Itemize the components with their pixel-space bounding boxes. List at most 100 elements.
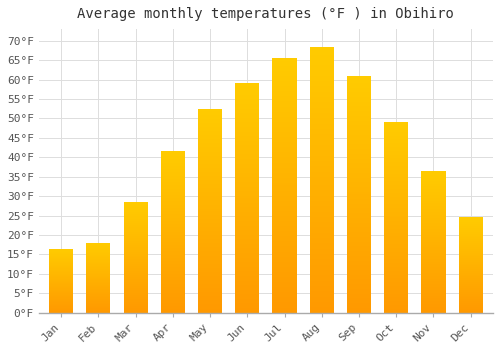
Bar <box>272 58 296 61</box>
Bar <box>86 260 110 261</box>
Bar <box>272 173 296 175</box>
Bar <box>310 302 334 304</box>
Bar <box>422 246 446 247</box>
Bar <box>160 192 185 193</box>
Bar <box>422 192 446 194</box>
Bar <box>124 281 148 282</box>
Bar <box>422 311 446 313</box>
Bar <box>310 188 334 190</box>
Bar <box>458 288 483 289</box>
Bar <box>347 189 371 192</box>
Bar <box>160 308 185 309</box>
Bar <box>198 160 222 162</box>
Bar <box>272 127 296 130</box>
Bar <box>384 214 408 216</box>
Bar <box>310 63 334 65</box>
Bar <box>272 86 296 89</box>
Bar <box>310 182 334 185</box>
Bar <box>86 295 110 296</box>
Bar <box>384 278 408 280</box>
Bar <box>422 228 446 229</box>
Bar <box>458 239 483 240</box>
Bar <box>347 237 371 239</box>
Bar <box>160 251 185 253</box>
Bar <box>86 274 110 275</box>
Bar <box>160 189 185 190</box>
Bar <box>347 125 371 128</box>
Bar <box>124 214 148 215</box>
Bar <box>86 266 110 267</box>
Bar <box>384 193 408 195</box>
Bar <box>86 289 110 290</box>
Bar <box>235 221 260 223</box>
Bar <box>422 284 446 286</box>
Bar <box>160 190 185 192</box>
Bar <box>422 280 446 281</box>
Bar <box>160 262 185 264</box>
Bar <box>86 281 110 282</box>
Bar <box>310 49 334 52</box>
Bar <box>384 311 408 313</box>
Bar <box>198 133 222 135</box>
Bar <box>272 178 296 180</box>
Bar <box>160 200 185 201</box>
Bar <box>347 168 371 170</box>
Bar <box>124 265 148 266</box>
Bar <box>347 206 371 208</box>
Bar <box>347 270 371 272</box>
Bar <box>124 237 148 238</box>
Bar <box>235 253 260 255</box>
Bar <box>160 303 185 304</box>
Bar <box>458 236 483 237</box>
Bar <box>310 52 334 55</box>
Bar <box>160 160 185 161</box>
Bar <box>235 173 260 175</box>
Bar <box>272 104 296 106</box>
Bar <box>235 212 260 214</box>
Bar <box>235 154 260 157</box>
Bar <box>124 277 148 278</box>
Bar <box>310 134 334 137</box>
Bar <box>160 254 185 256</box>
Bar <box>160 198 185 200</box>
Bar <box>384 138 408 139</box>
Bar <box>384 130 408 132</box>
Bar <box>310 254 334 257</box>
Bar <box>458 272 483 273</box>
Bar <box>458 242 483 243</box>
Bar <box>347 204 371 206</box>
Bar <box>272 91 296 94</box>
Bar <box>235 198 260 200</box>
Bar <box>86 292 110 293</box>
Bar <box>124 262 148 263</box>
Bar <box>160 274 185 275</box>
Bar <box>272 241 296 244</box>
Bar <box>160 156 185 158</box>
Bar <box>347 140 371 142</box>
Bar <box>310 204 334 206</box>
Bar <box>458 287 483 288</box>
Bar <box>272 282 296 285</box>
Bar <box>310 228 334 230</box>
Bar <box>235 177 260 180</box>
Bar <box>272 71 296 74</box>
Bar <box>124 266 148 267</box>
Bar <box>384 240 408 242</box>
Bar <box>198 298 222 300</box>
Bar <box>86 259 110 260</box>
Bar <box>347 303 371 306</box>
Bar <box>310 86 334 89</box>
Bar <box>124 286 148 287</box>
Bar <box>160 272 185 274</box>
Bar <box>235 308 260 310</box>
Bar <box>86 270 110 271</box>
Bar <box>458 295 483 296</box>
Bar <box>347 102 371 104</box>
Bar <box>235 281 260 283</box>
Bar <box>198 206 222 209</box>
Bar <box>422 306 446 307</box>
Bar <box>124 256 148 257</box>
Bar <box>347 220 371 223</box>
Bar <box>310 60 334 63</box>
Bar <box>235 267 260 269</box>
